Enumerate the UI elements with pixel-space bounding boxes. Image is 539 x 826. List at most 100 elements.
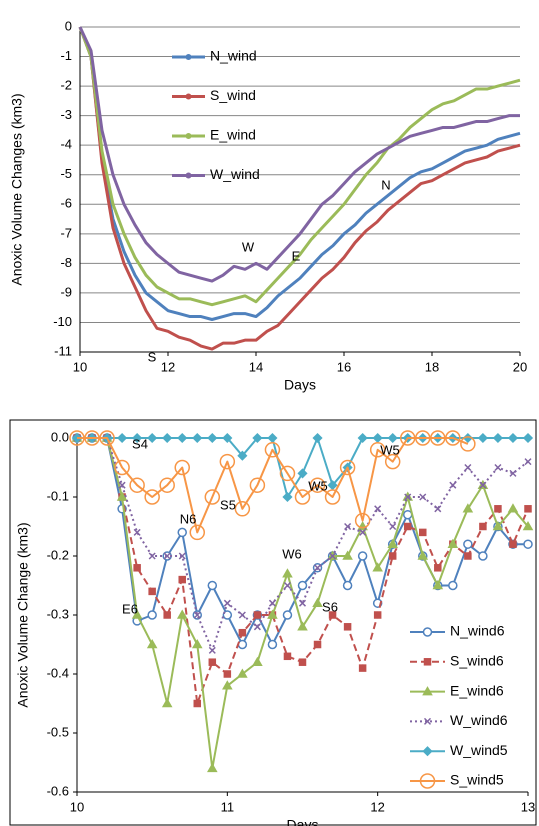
marker bbox=[372, 432, 383, 444]
legend-marker bbox=[185, 133, 192, 139]
y-tick-label: -0.4 bbox=[47, 665, 69, 680]
frame bbox=[9, 419, 537, 826]
annotation: E6 bbox=[122, 601, 138, 616]
legend-label: E_wind6 bbox=[450, 682, 504, 698]
marker bbox=[146, 638, 158, 649]
x-tick-label: 18 bbox=[425, 359, 439, 374]
marker bbox=[148, 552, 156, 560]
legend-label: S_wind5 bbox=[450, 772, 504, 788]
marker bbox=[294, 489, 311, 505]
marker bbox=[494, 463, 502, 472]
x-axis-label: Days bbox=[287, 817, 319, 826]
marker bbox=[114, 459, 130, 476]
marker bbox=[147, 610, 157, 620]
x-tick-label: 14 bbox=[249, 359, 263, 374]
marker bbox=[354, 512, 371, 529]
marker bbox=[298, 658, 307, 666]
marker bbox=[464, 552, 472, 560]
marker bbox=[238, 628, 247, 637]
marker bbox=[207, 762, 218, 773]
legend-label: W_wind5 bbox=[450, 742, 508, 758]
marker bbox=[297, 468, 308, 479]
marker bbox=[253, 611, 262, 619]
marker bbox=[417, 550, 429, 560]
marker bbox=[509, 540, 517, 548]
marker bbox=[327, 480, 338, 491]
legend-label: N_wind6 bbox=[450, 623, 505, 639]
marker bbox=[282, 568, 293, 578]
annotation: W5 bbox=[380, 442, 400, 457]
marker bbox=[297, 621, 308, 631]
marker bbox=[161, 697, 173, 708]
marker bbox=[460, 436, 476, 452]
marker bbox=[252, 656, 263, 666]
marker bbox=[372, 562, 383, 572]
marker bbox=[267, 609, 278, 619]
marker bbox=[223, 670, 232, 678]
marker bbox=[403, 522, 412, 531]
marker bbox=[494, 505, 502, 513]
marker bbox=[118, 481, 126, 489]
marker bbox=[387, 432, 398, 444]
marker bbox=[449, 481, 457, 489]
marker bbox=[447, 538, 459, 548]
marker bbox=[282, 491, 293, 503]
y-axis-label: Anoxic Volume Changes (km3) bbox=[9, 93, 25, 285]
x-tick-label: 10 bbox=[73, 359, 87, 374]
marker bbox=[509, 469, 517, 477]
marker bbox=[419, 528, 427, 537]
marker bbox=[374, 505, 382, 513]
marker bbox=[329, 552, 337, 560]
x-tick-label: 12 bbox=[370, 799, 384, 814]
x-tick-label: 20 bbox=[513, 359, 527, 374]
marker bbox=[84, 430, 100, 446]
marker bbox=[479, 481, 487, 489]
marker bbox=[478, 551, 488, 561]
annotation: W5 bbox=[308, 478, 328, 493]
annotation: S bbox=[148, 349, 157, 364]
y-tick-label: -7 bbox=[60, 225, 72, 240]
marker bbox=[342, 580, 353, 591]
marker bbox=[222, 680, 233, 690]
legend-marker bbox=[185, 93, 192, 100]
marker bbox=[432, 579, 444, 590]
marker bbox=[312, 432, 323, 444]
marker bbox=[324, 489, 341, 505]
marker bbox=[237, 450, 248, 461]
y-tick-label: -4 bbox=[60, 137, 72, 152]
marker bbox=[357, 432, 368, 444]
y-tick-label: -0.2 bbox=[47, 547, 69, 562]
legend-marker bbox=[185, 54, 192, 60]
marker bbox=[159, 477, 175, 493]
marker bbox=[193, 699, 202, 708]
annotation: S4 bbox=[132, 436, 148, 451]
marker bbox=[69, 430, 85, 446]
marker bbox=[99, 430, 115, 446]
marker bbox=[419, 773, 436, 789]
marker bbox=[144, 489, 160, 505]
marker bbox=[268, 599, 276, 607]
marker bbox=[328, 611, 337, 619]
marker bbox=[133, 564, 141, 572]
marker bbox=[415, 430, 431, 446]
annotation: N bbox=[381, 177, 390, 192]
y-tick-label: -2 bbox=[60, 78, 72, 93]
marker bbox=[176, 609, 188, 619]
marker bbox=[222, 610, 233, 620]
marker bbox=[430, 430, 446, 446]
annotation: S5 bbox=[220, 497, 236, 512]
series-line bbox=[78, 26, 521, 321]
legend-label: E_wind bbox=[210, 127, 256, 143]
y-tick-label: -1 bbox=[60, 48, 72, 63]
marker bbox=[282, 610, 293, 620]
marker bbox=[448, 580, 458, 591]
marker bbox=[208, 646, 216, 654]
marker bbox=[297, 580, 308, 591]
marker bbox=[339, 459, 356, 476]
marker bbox=[267, 639, 278, 650]
y-axis-label: Anoxic Volume Change (km3) bbox=[15, 522, 31, 707]
marker bbox=[522, 520, 534, 531]
y-tick-label: 0 bbox=[65, 18, 72, 33]
marker bbox=[189, 524, 206, 541]
